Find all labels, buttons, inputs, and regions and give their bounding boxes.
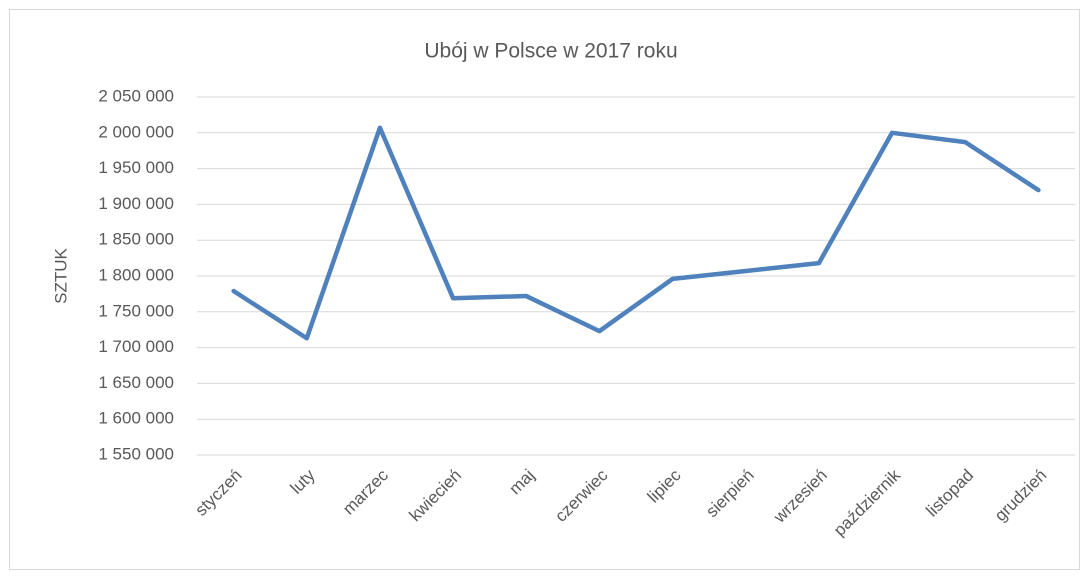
y-tick-label: 1 700 000: [98, 337, 174, 356]
y-tick-label: 1 850 000: [98, 230, 174, 249]
y-tick-label: 2 000 000: [98, 122, 174, 141]
y-tick-label: 1 650 000: [98, 373, 174, 392]
line-series: [231, 125, 1041, 341]
y-tick-label: 1 550 000: [98, 444, 174, 463]
y-axis-title: SZTUK: [51, 247, 70, 303]
y-tick-label: 2 050 000: [98, 86, 174, 105]
chart-border: [9, 9, 1080, 570]
chart-title: Ubój w Polsce w 2017 roku: [424, 40, 677, 63]
y-tick-label: 1 600 000: [98, 409, 174, 428]
y-tick-label: 1 800 000: [98, 265, 174, 284]
y-tick-label: 1 950 000: [98, 158, 174, 177]
y-tick-label: 1 750 000: [98, 301, 174, 320]
y-tick-label: 1 900 000: [98, 194, 174, 213]
